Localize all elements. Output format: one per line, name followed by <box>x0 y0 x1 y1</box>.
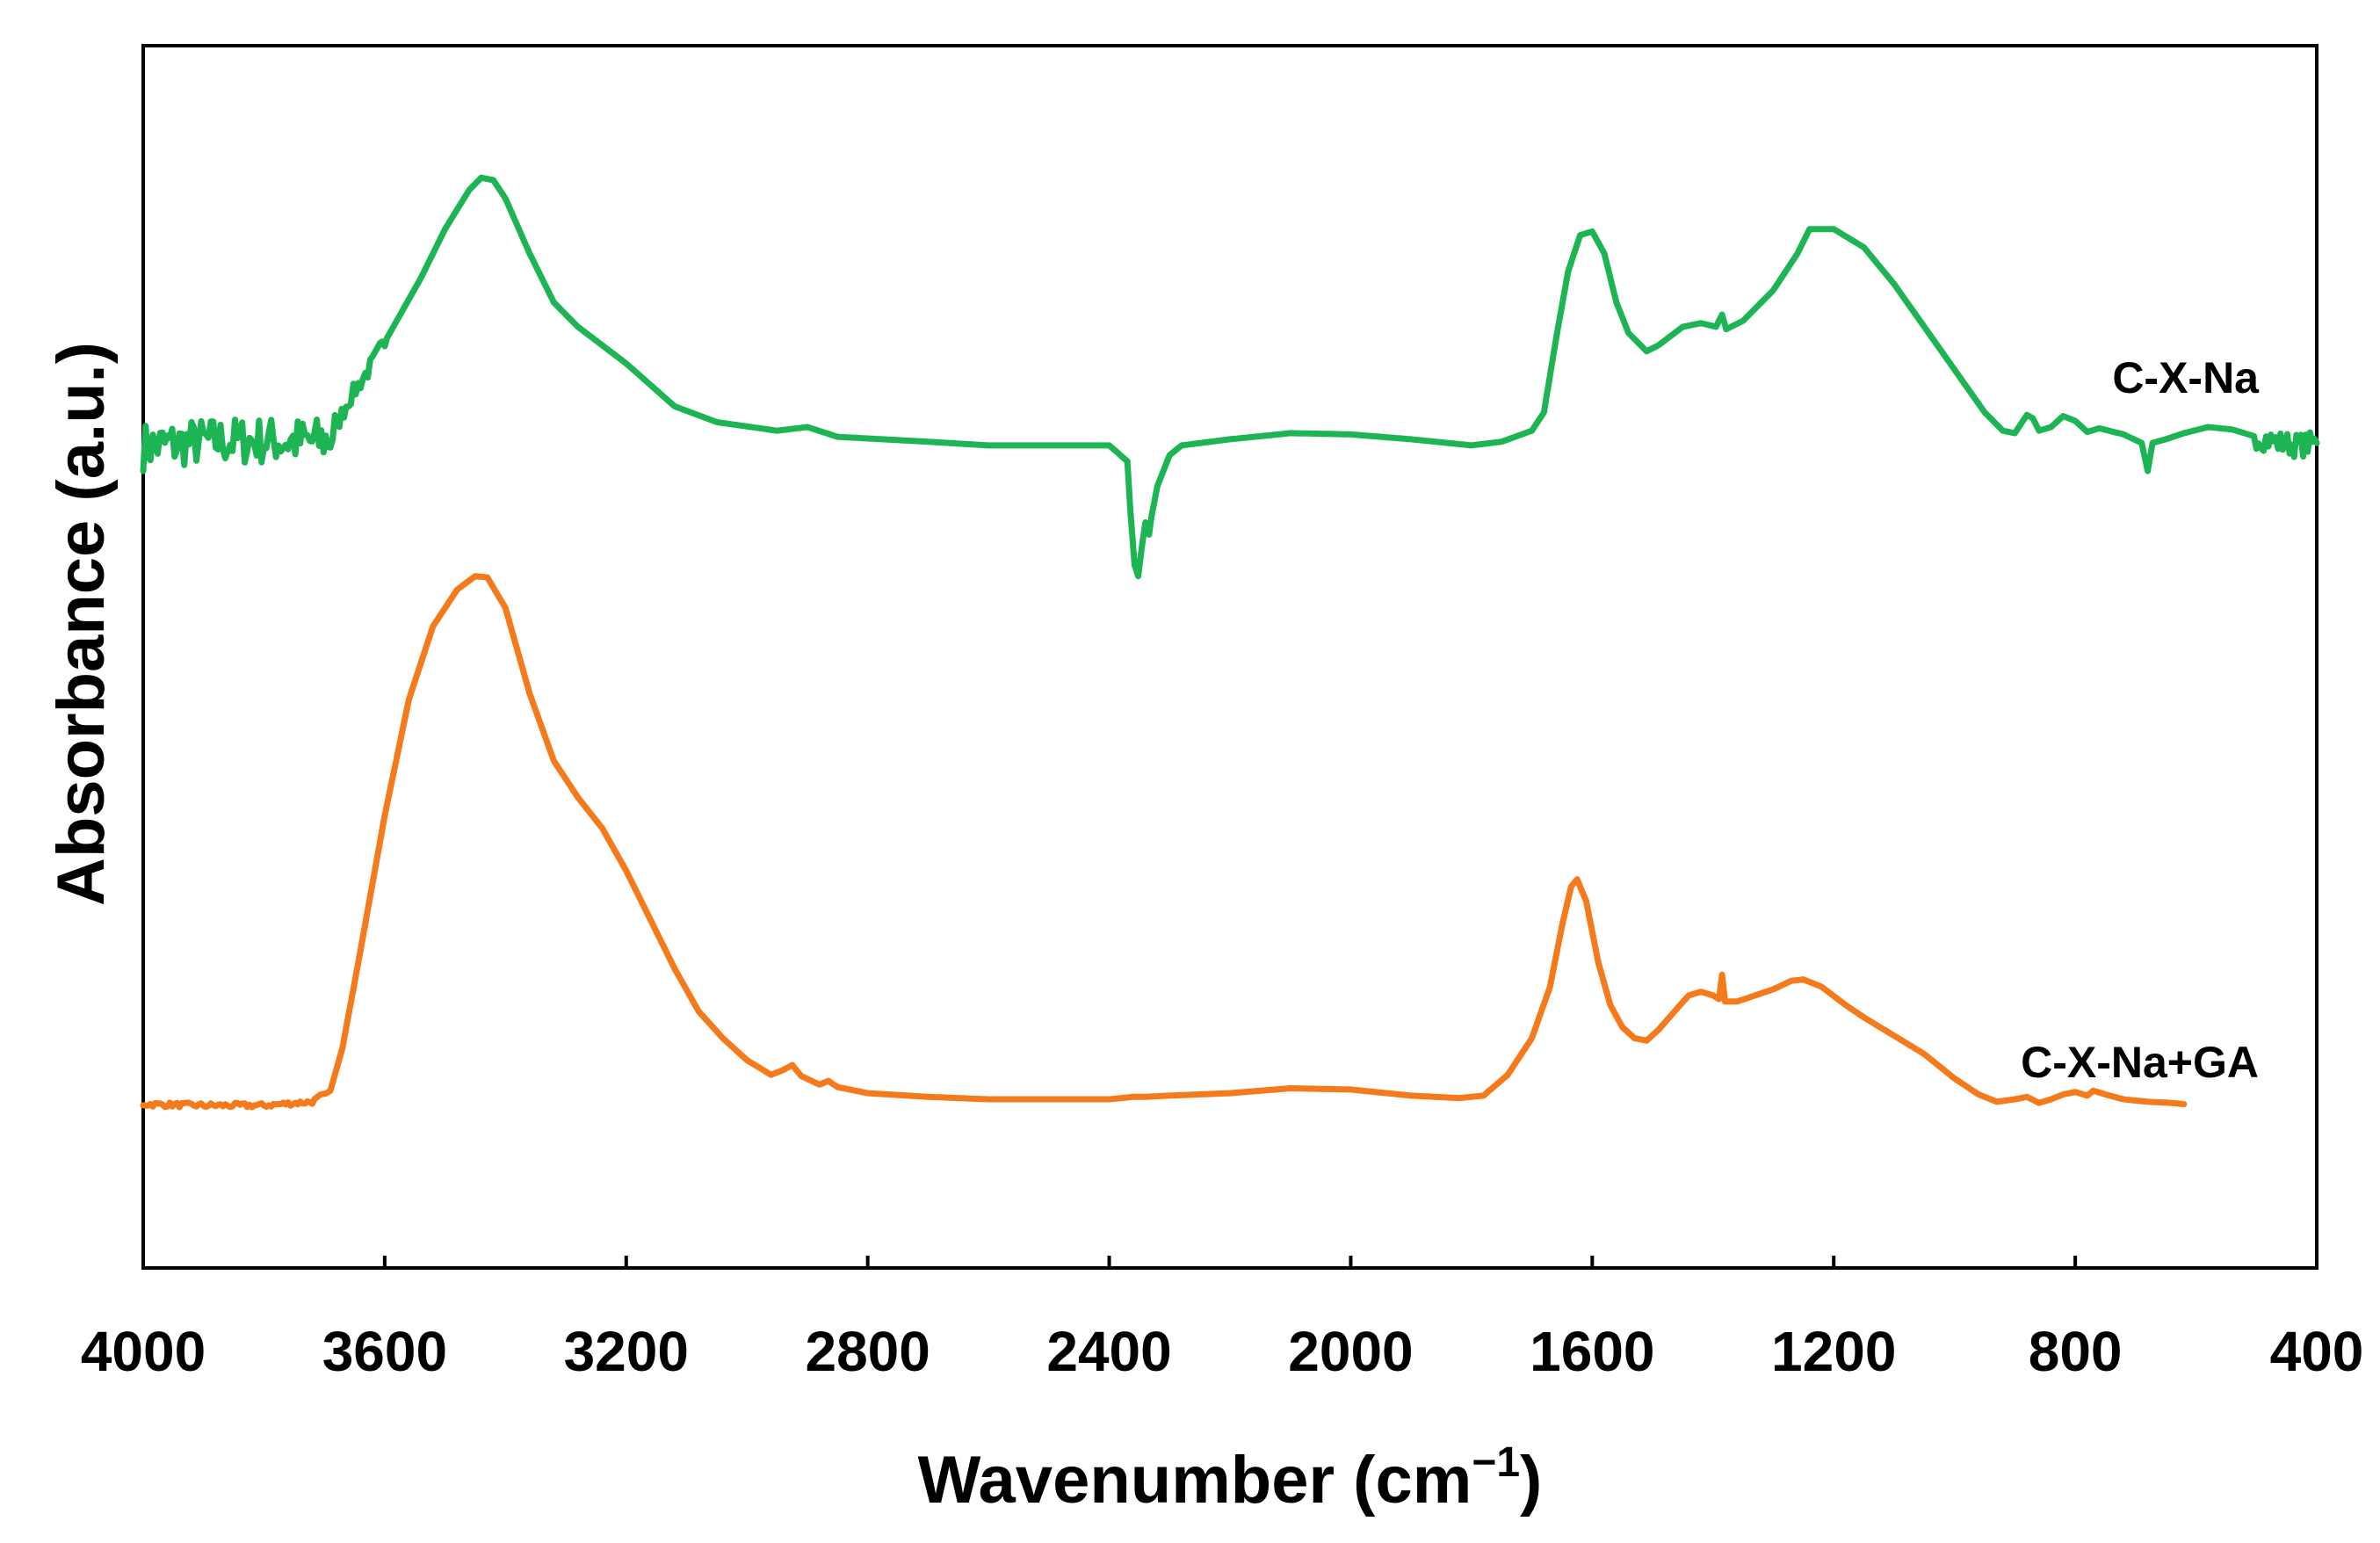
x-tick-label: 4000 <box>81 1320 206 1383</box>
x-axis-ticks <box>141 1256 2319 1268</box>
x-tick-label: 400 <box>2270 1320 2364 1383</box>
x-tick-label: 3600 <box>322 1320 447 1383</box>
x-tick-label: 2800 <box>805 1320 930 1383</box>
plot-frame <box>141 44 2319 1270</box>
x-tick-label: 2400 <box>1046 1320 1171 1383</box>
x-axis-title: Wavenumber (cm−1) <box>918 1439 1543 1518</box>
y-axis-title: Absorbance (a.u.) <box>44 342 119 906</box>
series-line-c-x-na-ga <box>140 573 2188 1111</box>
series-line-c-x-na <box>140 174 2320 580</box>
x-axis-tick-labels: 4000 3600 3200 2800 2400 2000 1600 1200 800 400 <box>81 1320 2364 1383</box>
x-tick-label: 3200 <box>564 1320 689 1383</box>
x-tick-label: 1200 <box>1771 1320 1896 1383</box>
series-lines <box>140 174 2320 1111</box>
series-label-c-x-na: C-X-Na <box>2112 353 2260 402</box>
series-label-c-x-na-ga: C-X-Na+GA <box>2021 1038 2259 1087</box>
x-tick-label: 800 <box>2029 1320 2123 1383</box>
x-tick-label: 1600 <box>1530 1320 1654 1383</box>
x-tick-label: 2000 <box>1288 1320 1413 1383</box>
